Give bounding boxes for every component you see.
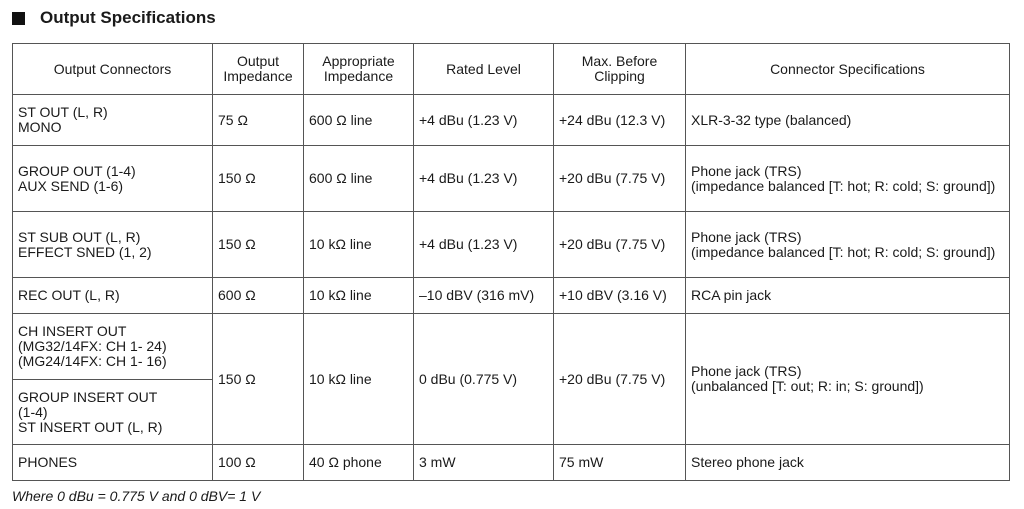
table-cell: 75 mW	[553, 444, 686, 481]
table-cell: –10 dBV (316 mV)	[413, 277, 554, 314]
table-cell: 600 Ω line	[303, 145, 414, 212]
table-cell: GROUP INSERT OUT (1-4) ST INSERT OUT (L,…	[12, 379, 213, 445]
table-row: GROUP INSERT OUT (1-4) ST INSERT OUT (L,…	[12, 379, 1010, 445]
table-cell: PHONES	[12, 444, 213, 481]
table-row: REC OUT (L, R) 600 Ω 10 kΩ line –10 dBV (31…	[12, 277, 1010, 314]
table-cell: 40 Ω phone	[303, 444, 414, 481]
table-cell: 10 kΩ line	[303, 211, 414, 278]
table-cell: CH INSERT OUT (MG32/14FX: CH 1- 24) (MG2…	[12, 313, 213, 380]
table-cell: Phone jack (TRS) (impedance balanced [T:…	[685, 145, 1010, 212]
table-cell: REC OUT (L, R)	[12, 277, 213, 314]
table-cell: 3 mW	[413, 444, 554, 481]
table-cell: GROUP OUT (1-4) AUX SEND (1-6)	[12, 145, 213, 212]
table-cell: ST OUT (L, R) MONO	[12, 94, 213, 146]
table-cell: Phone jack (TRS) (impedance balanced [T:…	[685, 211, 1010, 278]
square-bullet-icon	[12, 11, 25, 25]
table-row: GROUP OUT (1-4) AUX SEND (1-6) 150 Ω 600 Ω…	[12, 145, 1010, 212]
table-row: ST OUT (L, R) MONO 75 Ω 600 Ω line +4 dBu (…	[12, 94, 1010, 146]
table-cell: Phone jack (TRS) (unbalanced [T: out; R:…	[685, 313, 1010, 445]
column-header: Output Impedance	[212, 43, 304, 95]
table-row: PHONES 100 Ω 40 Ω phone 3 mW 75 mW Stereo pho…	[12, 444, 1010, 481]
table-cell: 150 Ω	[212, 313, 304, 445]
column-header: Appropriate Impedance	[303, 43, 414, 95]
table-cell: 150 Ω	[212, 145, 304, 212]
table-cell: +10 dBV (3.16 V)	[553, 277, 686, 314]
table-cell: XLR-3-32 type (balanced)	[685, 94, 1010, 146]
table-cell: 10 kΩ line	[303, 313, 414, 445]
table-cell: 600 Ω line	[303, 94, 414, 146]
table-cell: 100 Ω	[212, 444, 304, 481]
table-cell: Stereo phone jack	[685, 444, 1010, 481]
table-cell: +20 dBu (7.75 V)	[553, 313, 686, 445]
output-specifications-table: Output Connectors Output Impedance Appro…	[12, 43, 1010, 481]
table-cell: +20 dBu (7.75 V)	[553, 211, 686, 278]
table-cell: 600 Ω	[212, 277, 304, 314]
table-cell: +20 dBu (7.75 V)	[553, 145, 686, 212]
section-title-text: Output Specifications	[40, 8, 216, 27]
column-header: Output Connectors	[12, 43, 213, 95]
table-cell: 75 Ω	[212, 94, 304, 146]
header-row: Output Connectors Output Impedance Appro…	[12, 43, 1010, 95]
table-cell: 10 kΩ line	[303, 277, 414, 314]
table-cell: +4 dBu (1.23 V)	[413, 145, 554, 212]
table-cell: RCA pin jack	[685, 277, 1010, 314]
section-title: Output Specifications	[12, 8, 216, 28]
column-header: Connector Specifications	[685, 43, 1010, 95]
table-cell: 150 Ω	[212, 211, 304, 278]
table-row: CH INSERT OUT (MG32/14FX: CH 1- 24) (MG2…	[12, 313, 1010, 445]
table-cell: +24 dBu (12.3 V)	[553, 94, 686, 146]
column-header: Max. Before Clipping	[553, 43, 686, 95]
table-row: ST SUB OUT (L, R) EFFECT SNED (1, 2) 150 …	[12, 211, 1010, 278]
table-cell: ST SUB OUT (L, R) EFFECT SNED (1, 2)	[12, 211, 213, 278]
footnote: Where 0 dBu = 0.775 V and 0 dBV= 1 V	[12, 488, 261, 504]
table-cell: +4 dBu (1.23 V)	[413, 211, 554, 278]
table-cell: 0 dBu (0.775 V)	[413, 313, 554, 445]
table-cell: +4 dBu (1.23 V)	[413, 94, 554, 146]
column-header: Rated Level	[413, 43, 554, 95]
